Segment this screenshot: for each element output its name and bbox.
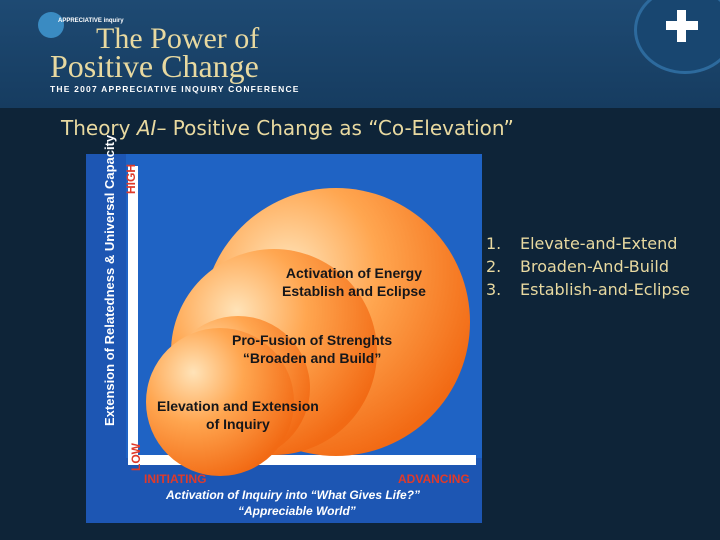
logo-small-text: APPRECIATIVE inquiry — [58, 18, 124, 24]
principles-list: 1. Elevate-and-Extend 2. Broaden-And-Build… — [486, 232, 690, 301]
plus-icon-bar — [677, 10, 686, 42]
co-elevation-diagram: Extension of Relatedness & Universal Cap… — [86, 134, 482, 523]
y-axis-label: Extension of Relatedness & Universal Cap… — [102, 134, 117, 426]
y-high-label: HIGH — [124, 164, 138, 194]
bubble-label-line: Establish and Eclipse — [282, 283, 426, 299]
bubble-label-line: Elevation and Extension — [157, 398, 319, 414]
logo-line-2: Positive Change — [50, 48, 259, 84]
x-advancing-label: ADVANCING — [398, 472, 470, 486]
bubble-label-line: of Inquiry — [206, 416, 270, 432]
slide-title: Theory AI– Positive Change as “Co-Elevat… — [61, 116, 514, 140]
list-item: 3. Establish-and-Eclipse — [486, 278, 690, 301]
logo-line-1: The Power of — [96, 22, 260, 55]
y-low-label: LOW — [129, 443, 143, 471]
x-axis-band — [126, 458, 482, 523]
x-axis-label-line-1: Activation of Inquiry into “What Gives L… — [166, 488, 421, 502]
x-axis-label-line-2: “Appreciable World” — [238, 504, 356, 518]
list-item: 2. Broaden-And-Build — [486, 255, 690, 278]
list-item-text: Establish-and-Eclipse — [520, 280, 690, 299]
bubble-label-line: “Broaden and Build” — [242, 350, 382, 366]
bubble-label-inquiry: Elevation and Extension of Inquiry — [157, 397, 319, 433]
bubble-smallest — [146, 328, 294, 476]
y-axis-band — [86, 154, 126, 523]
title-suffix: – Positive Change as “Co-Elevation” — [156, 116, 514, 140]
list-item-number: 2. — [486, 257, 502, 276]
axis-lines — [128, 166, 476, 465]
list-item: 1. Elevate-and-Extend — [486, 232, 690, 255]
list-item-text: Elevate-and-Extend — [520, 234, 678, 253]
header-banner: APPRECIATIVE inquiry The Power of Positi… — [0, 0, 720, 108]
list-item-text: Broaden-And-Build — [520, 257, 669, 276]
diagram-graphic — [86, 154, 482, 523]
logo-mark-icon — [38, 12, 64, 38]
list-item-number: 1. — [486, 234, 502, 253]
bubble-label-strengths: Pro-Fusion of Strenghts “Broaden and Bui… — [232, 331, 392, 367]
title-ai: AI — [136, 116, 157, 140]
list-item-number: 3. — [486, 280, 502, 299]
bubble-label-energy: Activation of Energy Establish and Eclip… — [282, 264, 426, 300]
title-prefix: Theory — [61, 116, 137, 140]
x-initiating-label: INITIATING — [144, 472, 207, 486]
conference-name: THE 2007 APPRECIATIVE INQUIRY CONFERENCE — [50, 84, 300, 94]
bubble-label-line: Pro-Fusion of Strenghts — [232, 332, 393, 348]
bubble-label-line: Activation of Energy — [285, 265, 423, 281]
